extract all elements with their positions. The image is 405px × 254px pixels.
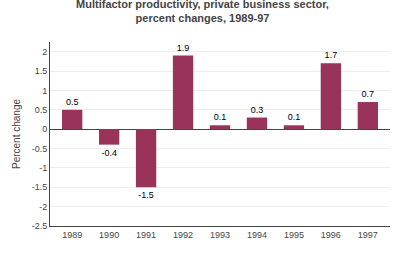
svg-text:1993: 1993 (210, 230, 230, 240)
svg-text:1997: 1997 (358, 230, 378, 240)
svg-text:1.5: 1.5 (35, 66, 48, 76)
svg-text:-2.5: -2.5 (32, 221, 48, 231)
svg-text:0.5: 0.5 (66, 97, 79, 107)
svg-text:0.7: 0.7 (362, 89, 375, 99)
svg-text:-1: -1 (39, 163, 47, 173)
svg-text:0.1: 0.1 (214, 112, 227, 122)
svg-text:-2: -2 (39, 202, 47, 212)
svg-text:Multifactor productivity, priv: Multifactor productivity, private busine… (76, 0, 329, 24)
svg-text:-0.4: -0.4 (101, 148, 117, 158)
svg-text:1994: 1994 (247, 230, 267, 240)
svg-text:-1.5: -1.5 (32, 182, 48, 192)
svg-text:1995: 1995 (284, 230, 304, 240)
svg-text:0.5: 0.5 (35, 105, 48, 115)
svg-text:-1.5: -1.5 (138, 190, 154, 200)
svg-text:1991: 1991 (136, 230, 156, 240)
svg-text:1990: 1990 (99, 230, 119, 240)
svg-text:0.3: 0.3 (251, 105, 264, 115)
svg-text:1996: 1996 (321, 230, 341, 240)
svg-text:0: 0 (42, 124, 47, 134)
svg-text:0.1: 0.1 (288, 112, 301, 122)
svg-text:1.9: 1.9 (177, 43, 190, 53)
svg-text:Percent change: Percent change (11, 99, 22, 169)
svg-text:1.7: 1.7 (325, 50, 338, 60)
svg-text:1: 1 (42, 86, 47, 96)
svg-text:1992: 1992 (173, 230, 193, 240)
svg-text:1989: 1989 (62, 230, 82, 240)
svg-text:-0.5: -0.5 (32, 144, 48, 154)
svg-text:2: 2 (42, 47, 47, 57)
